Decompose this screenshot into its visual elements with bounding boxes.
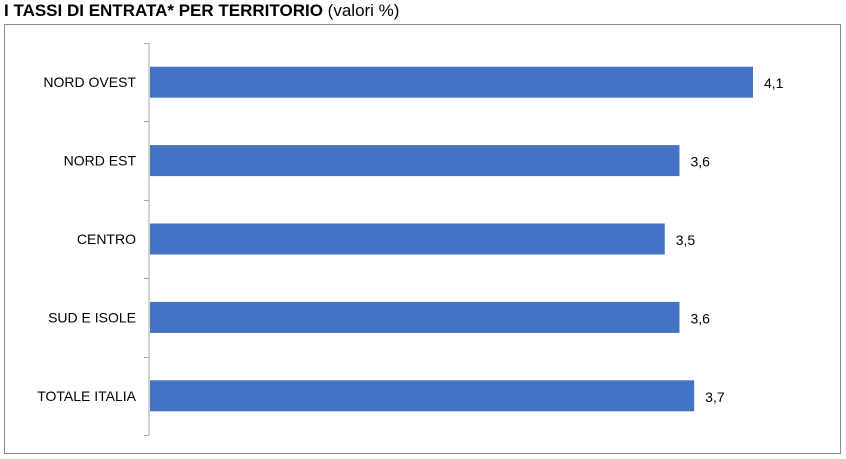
bar [150,66,753,98]
bar [150,223,665,255]
category-label: SUD E ISOLE [48,309,136,325]
data-label: 3,6 [690,310,710,326]
category-label: NORD EST [64,153,137,169]
data-label: 3,7 [705,389,725,405]
category-label: CENTRO [77,231,136,247]
data-label: 3,5 [676,232,696,248]
data-label: 4,1 [764,75,784,91]
chart-title: I TASSI DI ENTRATA* PER TERRITORIO (valo… [4,1,399,21]
bar-chart: NORD OVEST 4,1 NORD EST 3,6 CENTRO 3,5 SUD E I… [37,43,784,436]
data-label: 3,6 [690,154,710,170]
chart-title-unit: (valori %) [327,1,400,20]
bar [150,380,695,412]
category-label: NORD OVEST [43,74,136,90]
bar [150,145,680,177]
category-label: TOTALE ITALIA [37,388,136,404]
chart-title-main: I TASSI DI ENTRATA* PER TERRITORIO [4,1,323,20]
bar [150,301,680,333]
chart-area: NORD OVEST 4,1 NORD EST 3,6 CENTRO 3,5 SUD E I… [4,24,841,454]
